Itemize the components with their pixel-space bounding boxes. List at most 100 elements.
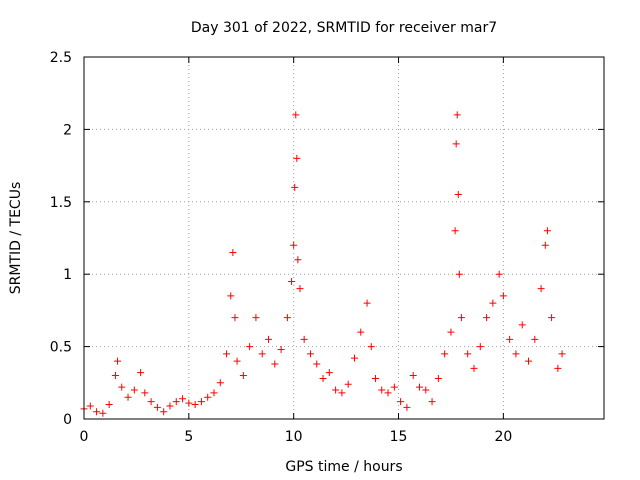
data-point xyxy=(153,403,161,411)
data-point xyxy=(415,383,423,391)
data-point xyxy=(93,408,101,416)
data-point xyxy=(86,402,94,410)
data-point xyxy=(518,321,526,329)
axis-ticks: 0 5 10 15 20 0 0.5 1 1.5 2 2.5 xyxy=(50,50,604,445)
data-point xyxy=(291,183,299,191)
data-point xyxy=(371,374,379,382)
data-point xyxy=(367,343,375,351)
data-point xyxy=(543,227,551,235)
data-point xyxy=(229,248,237,256)
data-point xyxy=(531,335,539,343)
data-point xyxy=(197,398,205,406)
data-point xyxy=(344,380,352,388)
data-point xyxy=(319,374,327,382)
data-point xyxy=(258,350,266,358)
data-point xyxy=(495,270,503,278)
data-point xyxy=(464,350,472,358)
data-point xyxy=(558,350,566,358)
data-point xyxy=(454,191,462,199)
data-point xyxy=(422,386,430,394)
data-point xyxy=(271,360,279,368)
data-points xyxy=(80,111,566,417)
data-point xyxy=(451,227,459,235)
data-point xyxy=(141,389,149,397)
data-point xyxy=(457,314,465,322)
plot-frame xyxy=(83,56,605,420)
data-point xyxy=(512,350,520,358)
data-point xyxy=(537,285,545,293)
y-tick-label: 0 xyxy=(63,412,72,428)
data-point xyxy=(489,299,497,307)
data-point xyxy=(300,335,308,343)
data-point xyxy=(292,111,300,119)
data-point xyxy=(332,386,340,394)
data-point xyxy=(306,350,314,358)
data-point xyxy=(525,357,533,365)
data-point xyxy=(447,328,455,336)
data-point xyxy=(470,364,478,372)
data-point xyxy=(185,399,193,407)
data-point xyxy=(160,408,168,416)
x-tick-label: 10 xyxy=(285,429,303,445)
data-point xyxy=(548,314,556,322)
data-point xyxy=(541,241,549,249)
grid-layer xyxy=(84,57,604,419)
data-point xyxy=(363,299,371,307)
data-point xyxy=(239,372,247,380)
data-point xyxy=(288,277,296,285)
data-point xyxy=(172,398,180,406)
y-tick-label: 2 xyxy=(63,122,72,138)
data-point xyxy=(554,364,562,372)
data-point xyxy=(313,360,321,368)
data-point xyxy=(252,314,260,322)
data-point xyxy=(294,256,302,264)
data-point xyxy=(290,241,298,249)
data-point xyxy=(357,328,365,336)
data-point xyxy=(296,285,304,293)
data-point xyxy=(227,292,235,300)
data-point xyxy=(147,398,155,406)
data-point xyxy=(453,111,461,119)
data-point xyxy=(130,386,138,394)
data-point xyxy=(455,270,463,278)
data-point xyxy=(166,402,174,410)
data-point xyxy=(99,409,107,417)
data-point xyxy=(105,401,113,409)
data-point xyxy=(114,357,122,365)
data-point xyxy=(384,389,392,397)
data-point xyxy=(204,393,212,401)
x-tick-label: 15 xyxy=(390,429,408,445)
data-point xyxy=(137,369,145,377)
data-point xyxy=(452,140,460,148)
data-point xyxy=(506,335,514,343)
x-tick-label: 0 xyxy=(80,429,89,445)
data-point xyxy=(397,398,405,406)
data-point xyxy=(378,386,386,394)
data-point xyxy=(476,343,484,351)
data-point xyxy=(499,292,507,300)
data-point xyxy=(210,389,218,397)
data-point xyxy=(283,314,291,322)
data-point xyxy=(338,389,346,397)
data-point xyxy=(325,369,333,377)
y-tick-label: 1 xyxy=(63,267,72,283)
x-axis-label: GPS time / hours xyxy=(285,459,402,475)
data-point xyxy=(293,154,301,162)
x-tick-label: 20 xyxy=(494,429,512,445)
data-point xyxy=(441,350,449,358)
x-tick-label: 5 xyxy=(184,429,193,445)
chart-title: Day 301 of 2022, SRMTID for receiver mar… xyxy=(191,20,497,36)
data-point xyxy=(350,354,358,362)
data-point xyxy=(223,350,231,358)
data-point xyxy=(428,398,436,406)
data-point xyxy=(216,379,224,387)
data-point xyxy=(191,401,199,409)
data-point xyxy=(179,395,187,403)
data-point xyxy=(265,335,273,343)
y-axis-label: SRMTID / TECUs xyxy=(8,182,24,295)
data-point xyxy=(390,383,398,391)
data-point xyxy=(231,314,239,322)
data-point xyxy=(434,374,442,382)
y-tick-label: 0.5 xyxy=(50,340,72,356)
